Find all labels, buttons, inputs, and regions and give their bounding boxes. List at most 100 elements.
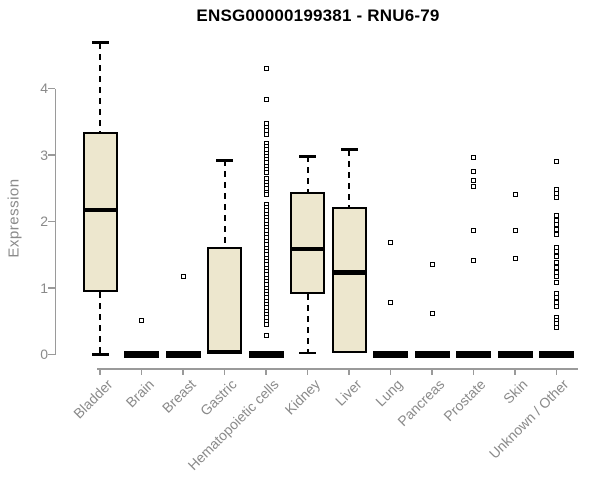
outlier-point (471, 183, 476, 189)
whisker-upper-liver (348, 149, 350, 207)
y-axis-label: Expression (5, 178, 23, 258)
outlier-point (263, 131, 269, 137)
y-tick (47, 287, 55, 289)
outlier-point (554, 304, 559, 310)
outlier-point (429, 262, 435, 268)
whisker-upper-gastric (223, 160, 226, 247)
outlier-point (554, 320, 559, 326)
outlier-point (554, 221, 559, 227)
median-gastric (209, 349, 240, 355)
outlier-point (554, 248, 559, 254)
outlier-point (554, 195, 559, 201)
x-tick-label-brain: Brain (122, 376, 157, 411)
box-liver (331, 206, 367, 354)
outlier-point (471, 258, 476, 264)
whisker-cap (216, 159, 233, 162)
outlier-point (471, 177, 476, 183)
outlier-point (139, 318, 144, 324)
outlier-point (554, 295, 559, 301)
x-tick (389, 368, 392, 375)
y-tick-label-2: 2 (40, 213, 48, 229)
y-tick-label-4: 4 (40, 80, 48, 96)
outlier-point (554, 273, 559, 279)
x-tick (514, 368, 516, 375)
outlier-point (554, 264, 559, 270)
x-tick-label-lung: Lung (372, 376, 406, 410)
y-tick (47, 87, 55, 90)
x-tick-label-liver: Liver (331, 376, 365, 409)
whisker-cap (91, 353, 109, 356)
x-tick-label-bladder: Bladder (69, 376, 116, 422)
outlier-point (554, 325, 559, 331)
zero-bar-skin (497, 351, 533, 358)
outlier-point (180, 273, 186, 279)
outlier-point (512, 191, 518, 197)
outlier-point (554, 226, 559, 232)
x-tick (555, 368, 558, 375)
outlier-point (263, 96, 269, 102)
x-tick (472, 368, 475, 375)
y-tick (47, 353, 55, 356)
zero-bar-pancreas (414, 351, 450, 358)
x-tick (348, 368, 350, 375)
outlier-point (554, 231, 559, 237)
zero-bar-unknown-other (539, 351, 574, 358)
median-liver (333, 270, 365, 275)
x-tick (182, 368, 184, 375)
y-axis-line (54, 88, 56, 355)
y-tick-label-0: 0 (40, 346, 48, 362)
x-tick (265, 368, 267, 375)
zero-bar-lung (373, 351, 408, 358)
x-tick-label-skin: Skin (499, 376, 531, 407)
outlier-point (263, 322, 269, 328)
box-kidney (290, 191, 325, 294)
box-gastric (207, 246, 242, 355)
whisker-upper-bladder (99, 42, 101, 132)
y-tick-label-1: 1 (40, 279, 48, 296)
x-tick (223, 368, 226, 375)
outlier-point (263, 333, 269, 339)
outlier-point (554, 259, 559, 265)
outlier-point (471, 155, 476, 161)
chart-title: ENSG00000199381 - RNU6-79 (196, 6, 440, 25)
whisker-cap (340, 148, 358, 151)
x-tick-label-kidney: Kidney (281, 376, 323, 418)
whisker-upper-kidney (306, 156, 309, 192)
outlier-point (388, 300, 393, 306)
whisker-cap (91, 41, 109, 44)
outlier-point (554, 213, 559, 218)
median-kidney (292, 246, 323, 251)
zero-bar-brain (124, 351, 159, 358)
x-axis-line (97, 368, 578, 370)
outlier-point (429, 310, 435, 316)
outlier-point (471, 169, 476, 175)
y-tick (47, 220, 55, 223)
outlier-point (554, 279, 559, 285)
outlier-point (388, 239, 393, 245)
zero-bar-breast (165, 351, 201, 358)
y-tick-label-3: 3 (40, 146, 48, 163)
outlier-point (263, 192, 269, 198)
x-tick-label-breast: Breast (158, 376, 199, 416)
x-tick (99, 368, 101, 375)
whisker-cap (299, 351, 316, 355)
outlier-point (263, 66, 269, 72)
whisker-lower-bladder (99, 291, 101, 355)
outlier-point (554, 254, 559, 260)
zero-bar-hematopoietic-cells (248, 351, 284, 358)
outlier-point (512, 255, 518, 261)
x-tick (140, 368, 143, 375)
y-tick (47, 154, 55, 156)
whisker-cap (299, 155, 316, 158)
outlier-point (471, 228, 476, 234)
whisker-lower-kidney (306, 293, 309, 354)
outlier-point (263, 170, 269, 176)
x-tick-label-prostate: Prostate (440, 376, 489, 425)
median-bladder (84, 207, 116, 213)
x-tick (306, 368, 309, 375)
zero-bar-prostate (456, 351, 491, 358)
outlier-point (554, 159, 559, 165)
x-tick (431, 368, 433, 375)
outlier-point (512, 228, 518, 234)
